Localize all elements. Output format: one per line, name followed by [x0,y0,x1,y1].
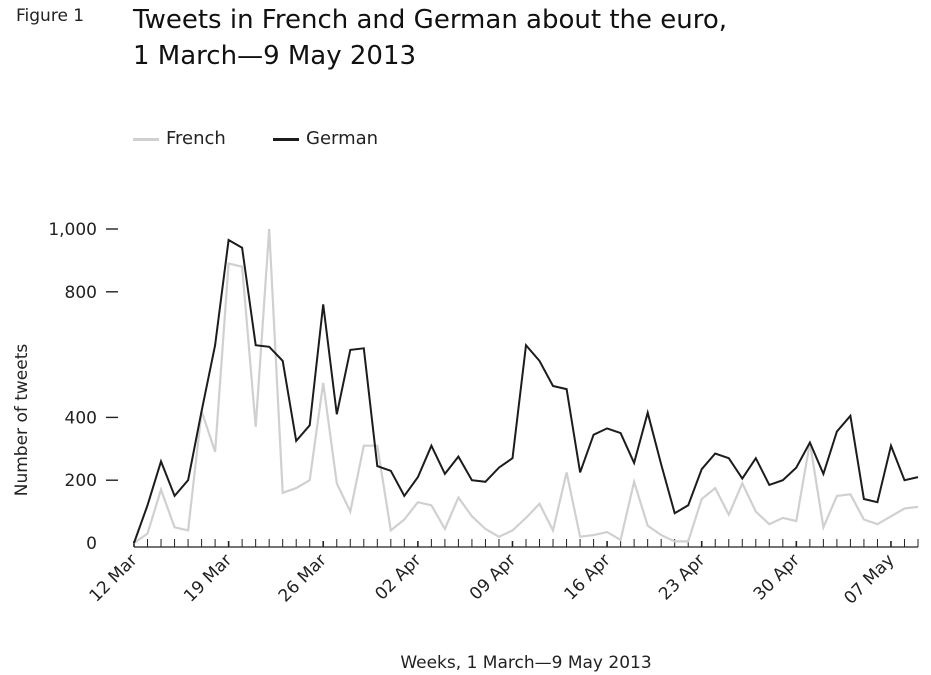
figure-label: Figure 1 [16,6,85,26]
x-tick-label: 30 Apr [750,550,804,604]
chart-title-line-2: 1 March—9 May 2013 [133,41,417,71]
legend-swatch-german [273,138,299,141]
series-line-german [133,238,919,544]
x-tick-label: 26 Mar [275,550,331,606]
x-tick-label: 12 Mar [86,550,142,606]
y-tick-label: 1,000 [48,220,97,240]
legend-label-french: French [166,128,226,149]
x-tick-label: 07 May [840,550,898,608]
chart-title: Tweets in French and German about the eu… [133,2,727,74]
series-line-french [133,228,919,544]
x-axis-title: Weeks, 1 March—9 May 2013 [400,653,651,673]
chart-title-line-1: Tweets in French and German about the eu… [133,5,728,35]
x-tick-label: 19 Mar [180,550,236,606]
y-tick-label: 200 [65,471,97,491]
y-tick-label: 800 [65,283,97,303]
x-tick-label: 02 Apr [371,550,425,604]
y-tick-label: 0 [86,534,97,554]
y-axis-title: Number of tweets [12,344,32,497]
legend-label-german: German [306,128,379,149]
x-tick-label: 23 Apr [655,550,709,604]
legend-swatch-french [133,138,159,141]
x-tick-label: 09 Apr [466,550,520,604]
y-tick-label: 400 [65,408,97,428]
x-tick-label: 16 Apr [561,550,615,604]
